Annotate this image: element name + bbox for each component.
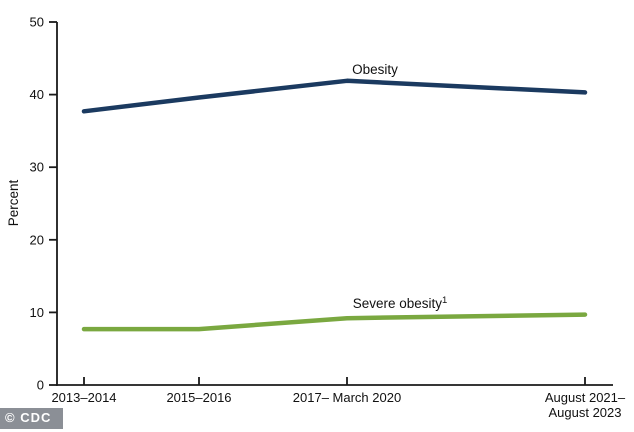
series-line-obesity bbox=[81, 78, 588, 114]
cdc-logo-badge: © CDC bbox=[0, 408, 64, 429]
cdc-logo-label: © CDC bbox=[5, 410, 52, 425]
y-tick-label: 50 bbox=[30, 15, 44, 30]
y-tick-label: 10 bbox=[30, 305, 44, 320]
series-lines bbox=[81, 78, 588, 332]
x-tick-label: 2013–2014 bbox=[51, 390, 116, 405]
series-label-severe-obesity: Severe obesity1 bbox=[353, 295, 448, 311]
series-line-severe-obesity bbox=[81, 312, 588, 332]
y-axis: 0 10 20 30 40 50 bbox=[30, 15, 58, 393]
x-tick-label: 2015–2016 bbox=[166, 390, 231, 405]
y-tick-label: 40 bbox=[30, 87, 44, 102]
series-label-obesity: Obesity bbox=[352, 62, 398, 77]
x-tick-label: 2017– March 2020 bbox=[293, 390, 401, 405]
y-tick-label: 30 bbox=[30, 160, 44, 175]
x-axis: 2013–2014 2015–2016 2017– March 2020 August… bbox=[51, 377, 626, 420]
x-tick-label: August 2021– August 2023 bbox=[545, 390, 626, 420]
y-tick-label: 20 bbox=[30, 232, 44, 247]
series-annotations: Obesity Severe obesity1 bbox=[352, 62, 447, 311]
y-axis-title: Percent bbox=[6, 179, 21, 226]
y-tick-label: 0 bbox=[37, 378, 44, 393]
